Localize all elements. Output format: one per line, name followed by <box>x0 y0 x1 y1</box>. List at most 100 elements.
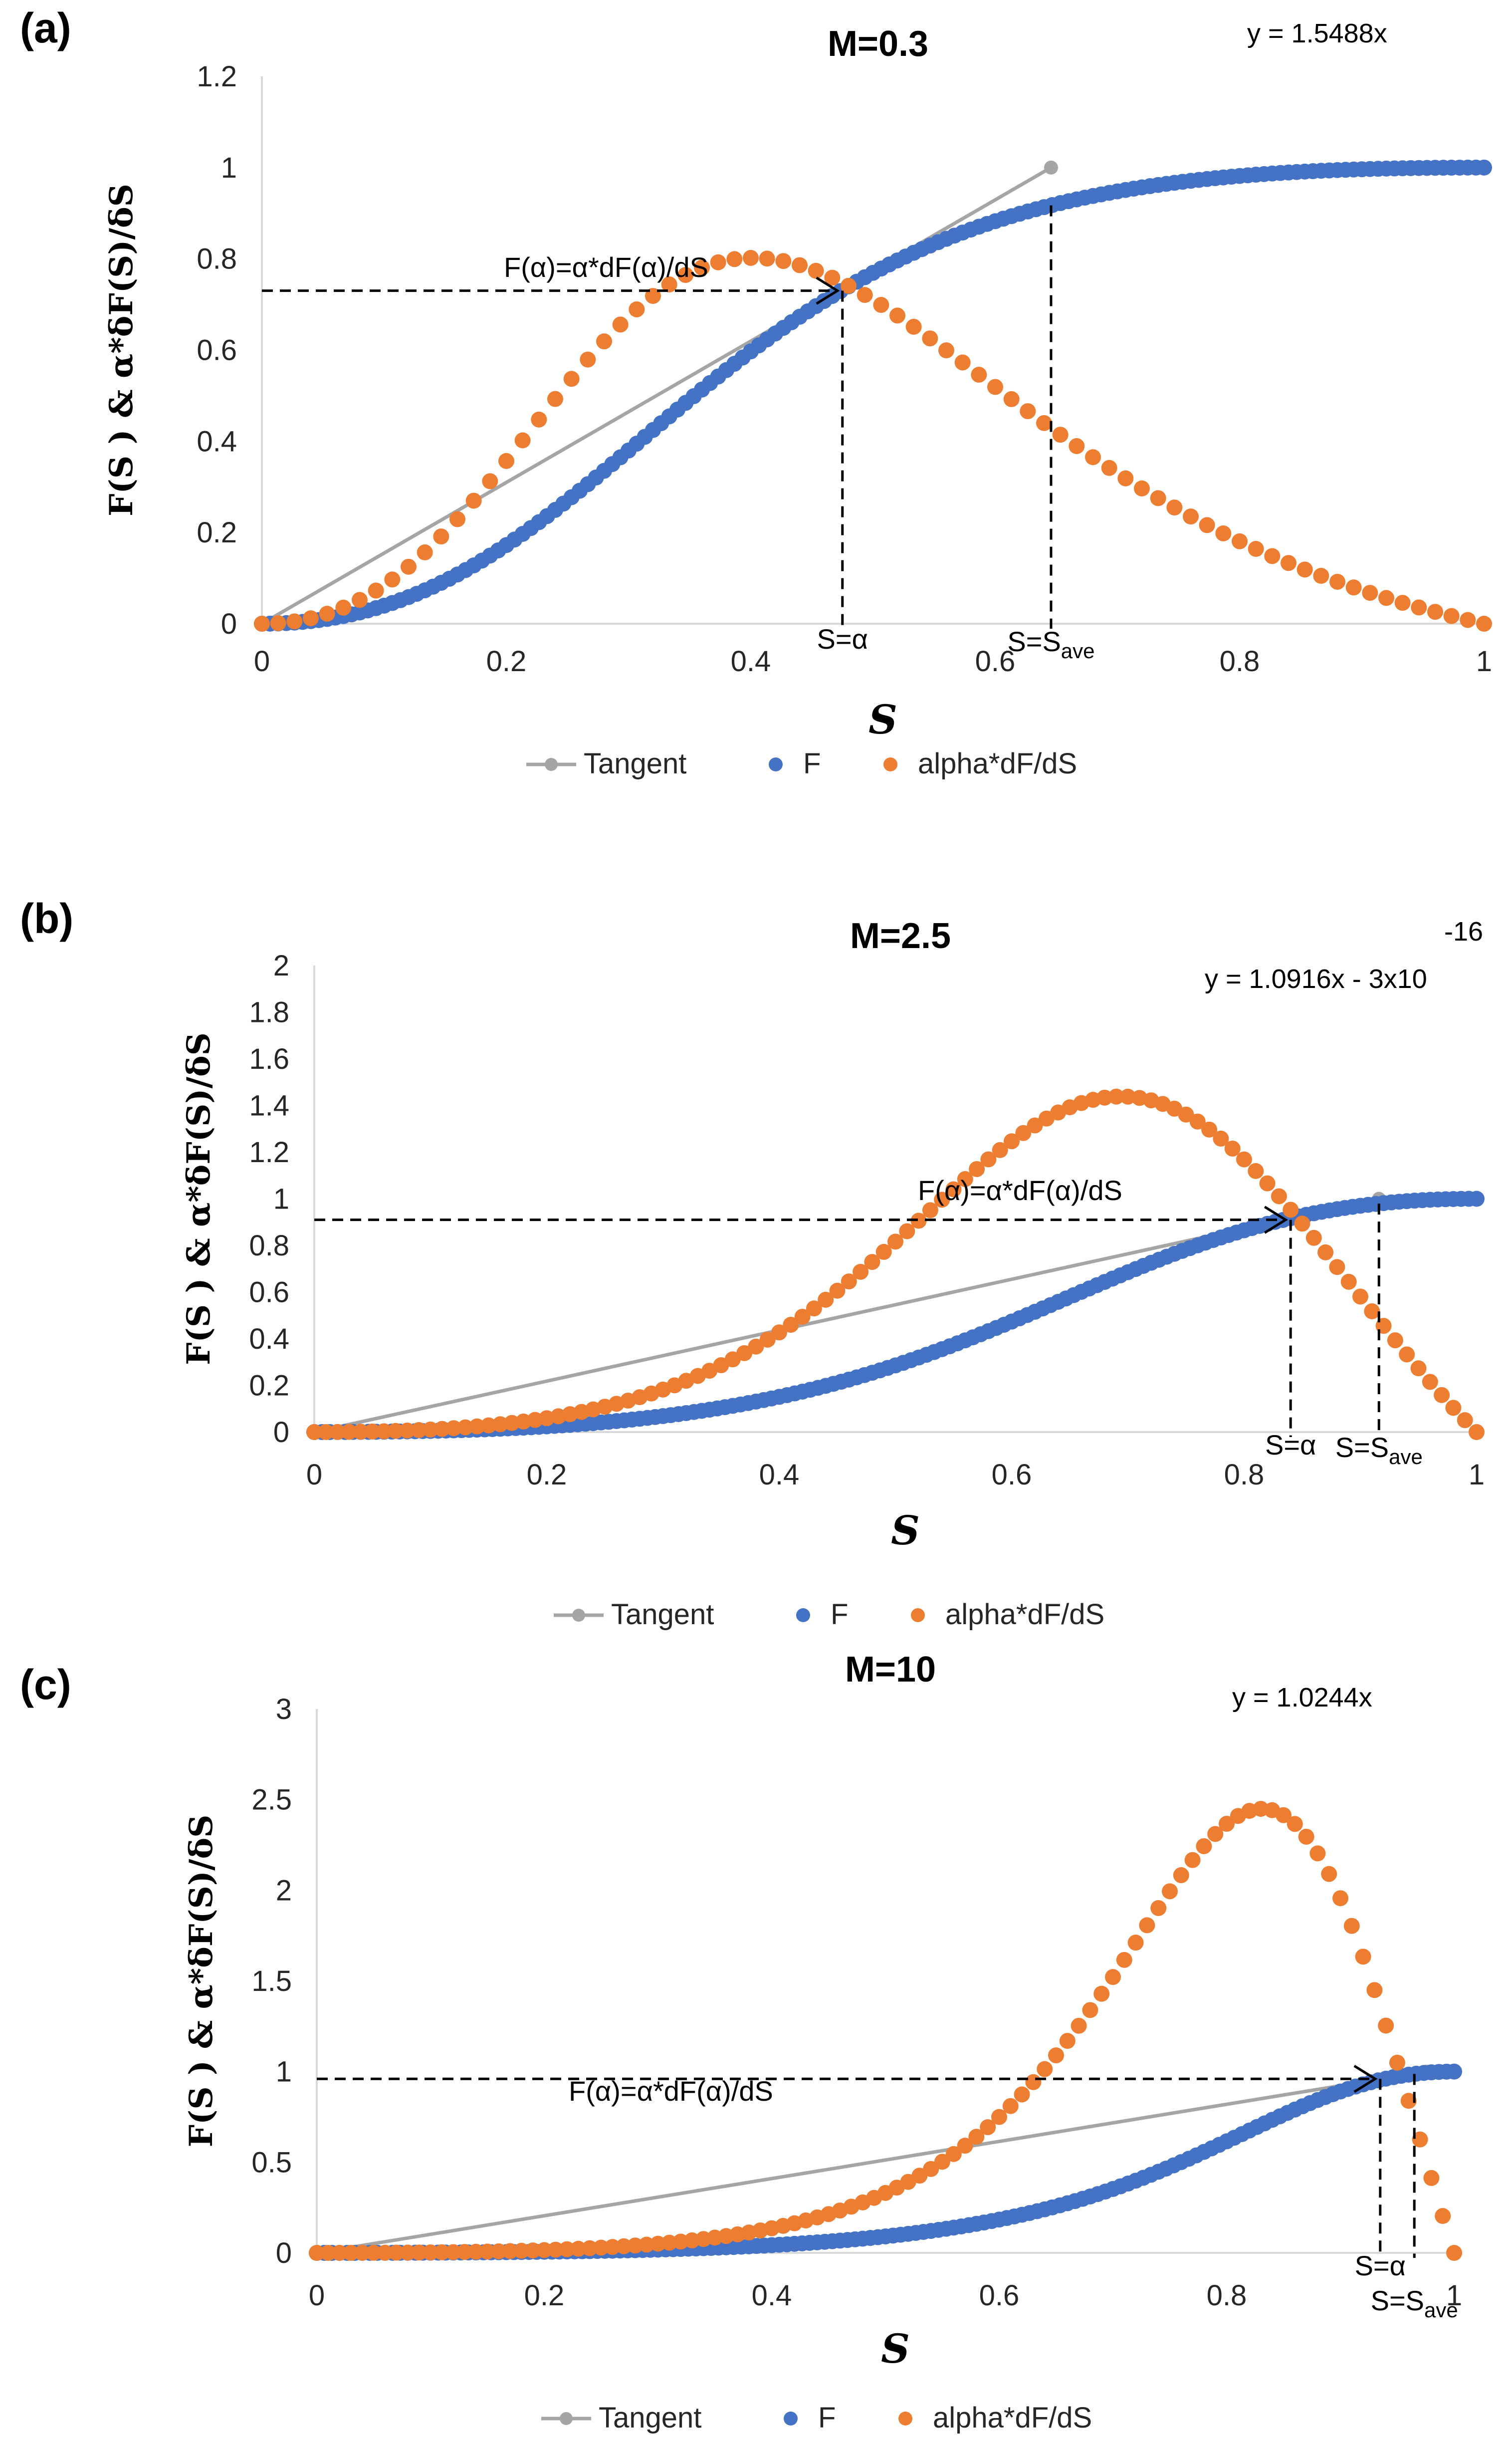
x-tick-label: 0.2 <box>527 1459 567 1491</box>
dfds-point <box>1443 608 1460 624</box>
dfds-point <box>411 2244 428 2261</box>
dfds-point <box>1027 1117 1043 1134</box>
dfds-point <box>1173 1867 1189 1884</box>
y-tick-label: 0.4 <box>197 425 237 458</box>
dfds-point <box>1196 1838 1212 1854</box>
dfds-point <box>710 254 726 270</box>
dfds-point <box>748 1338 764 1355</box>
arrow-head-icon <box>816 276 840 305</box>
chart-panel-1: (a) M=0.3 y = 1.5488x 0 0.2 0.4 0.6 0.8 1 1.2 0 0.2… <box>20 4 1492 780</box>
x-tick-label: 0.4 <box>752 2279 792 2312</box>
tangent-point <box>1044 160 1058 175</box>
dfds-point <box>465 492 482 509</box>
dfds-point <box>1305 1229 1322 1246</box>
y-tick-label: 1 <box>276 2056 292 2088</box>
y-tick-label: 1.5 <box>251 1965 292 1997</box>
dfds-point <box>377 2244 393 2261</box>
dfds-point <box>1014 2086 1030 2103</box>
dfds-point <box>934 1192 950 1208</box>
chart-title: M=2.5 <box>850 916 951 956</box>
dfds-point <box>366 2244 382 2261</box>
dfds-point <box>1271 1188 1287 1205</box>
s-ave-label-main: S=S <box>1007 626 1061 657</box>
dfds-point <box>792 257 808 273</box>
dfds-point <box>922 330 938 347</box>
y-tick-label: 2 <box>276 1874 292 1907</box>
dfds-point <box>1387 1332 1403 1349</box>
dfds-point <box>352 592 368 608</box>
dfds-point <box>504 1415 520 1431</box>
x-tick-label: 0.2 <box>524 2279 565 2312</box>
dfds-point <box>1201 1121 1218 1138</box>
y-axis-label: F(S ) & α*δF(S)/δS <box>103 184 140 516</box>
legend-dfds-label: alpha*dF/dS <box>945 1598 1104 1631</box>
dfds-point <box>923 2161 939 2177</box>
dfds-point <box>759 250 775 267</box>
dfds-point <box>547 391 563 407</box>
dfds-point <box>1093 1985 1110 2002</box>
dfds-point <box>531 411 547 428</box>
dfds-point <box>794 1308 811 1325</box>
dfds-point <box>399 1422 416 1439</box>
dfds-point <box>318 1424 334 1440</box>
series-alpha-dF-dS <box>306 1088 1485 1440</box>
legend-tangent-label: Tangent <box>584 747 686 780</box>
dfds-point <box>1002 2098 1019 2114</box>
dfds-point <box>1048 2047 1064 2064</box>
dfds-point <box>1037 2061 1053 2077</box>
dfds-point <box>1355 1949 1371 1965</box>
x-tick-label: 0.4 <box>731 645 771 678</box>
dfds-point <box>1445 1400 1462 1416</box>
dfds-point <box>824 269 841 286</box>
dfds-point <box>864 1254 880 1270</box>
f-point <box>1446 2063 1462 2080</box>
series-alpha-dF-dS <box>309 1801 1462 2261</box>
dfds-point <box>1134 480 1150 496</box>
dfds-point <box>743 249 759 266</box>
dfds-point <box>1139 1917 1155 1934</box>
series-alpha-dF-dS <box>254 249 1492 632</box>
dfds-point <box>1423 2170 1440 2186</box>
dfds-point <box>1434 1387 1450 1403</box>
tangent-line <box>316 2070 1427 2255</box>
dfds-point <box>1096 1089 1113 1106</box>
x-tick-label: 0.2 <box>486 645 527 678</box>
x-tick-label: 0.4 <box>759 1459 800 1491</box>
x-tick-label: 0.8 <box>1224 1459 1265 1491</box>
dfds-point <box>1069 438 1085 455</box>
dfds-point <box>694 259 710 276</box>
dfds-point <box>502 2243 518 2259</box>
dfds-point <box>1364 1303 1380 1319</box>
dfds-point <box>938 342 954 359</box>
dfds-point <box>1345 579 1362 596</box>
f-point <box>1469 1191 1485 1207</box>
dfds-point <box>286 613 303 630</box>
dfds-point <box>1116 1952 1132 1968</box>
s-alpha-label: S=α <box>817 623 868 655</box>
y-tick-label: 0.2 <box>249 1370 289 1402</box>
dfds-point <box>482 473 498 489</box>
dfds-point <box>1015 1125 1032 1141</box>
chart-panel-3: (c) M=10 y = 1.0244x 0 0.5 1 1.5 2 2.5 3 0 0.2 0.4 0.… <box>20 1650 1462 2434</box>
y-tick-label: 1.2 <box>249 1136 289 1169</box>
y-tick-label: 3 <box>276 1693 292 1725</box>
dfds-point <box>1105 1969 1121 1985</box>
dfds-point <box>1332 1890 1348 1907</box>
dfds-point <box>969 1161 985 1177</box>
dfds-point <box>604 2239 621 2255</box>
dfds-point <box>910 1213 927 1229</box>
dfds-point <box>857 287 873 303</box>
s-alpha-label: S=α <box>1355 2250 1406 2281</box>
dfds-point <box>1427 604 1443 620</box>
dfds-point <box>1410 1360 1427 1377</box>
dfds-point <box>1236 1151 1252 1168</box>
dfds-point <box>411 1422 427 1439</box>
s-ave-label-main: S=S <box>1335 1432 1389 1463</box>
y-tick-label: 1.4 <box>249 1090 289 1122</box>
dfds-point <box>525 2242 541 2259</box>
s-ave-label-main: S=S <box>1371 2285 1424 2316</box>
dfds-point <box>922 1202 938 1219</box>
